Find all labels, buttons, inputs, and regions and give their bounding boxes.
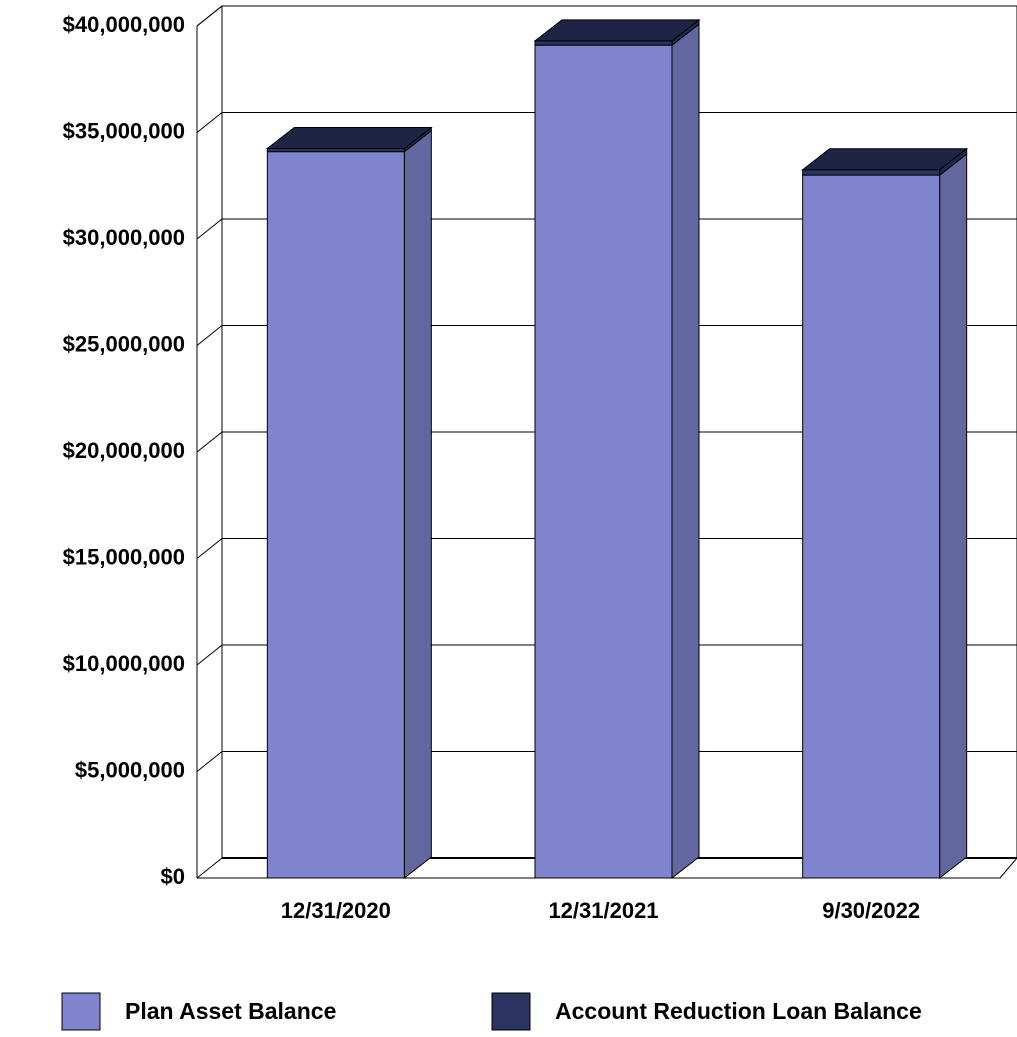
grid-line-side xyxy=(196,5,223,27)
bar xyxy=(534,44,673,879)
legend-swatch xyxy=(491,992,531,1031)
bar-side xyxy=(403,129,432,880)
floor xyxy=(197,857,1017,879)
bar-side xyxy=(671,23,700,880)
bar-side xyxy=(939,153,968,880)
legend-label: Plan Asset Balance xyxy=(125,998,336,1024)
y-tick-label: $25,000,000 xyxy=(63,331,185,356)
y-tick-label: $35,000,000 xyxy=(63,118,185,143)
grid-line-side xyxy=(196,325,223,346)
x-tick-label: 12/31/2021 xyxy=(548,898,658,923)
bar xyxy=(802,169,941,176)
y-tick-label: $30,000,000 xyxy=(63,225,185,250)
y-tick-label: $40,000,000 xyxy=(63,12,185,37)
legend-label: Account Reduction Loan Balance xyxy=(555,998,922,1024)
bar xyxy=(802,174,941,879)
bar-top xyxy=(533,19,701,42)
legend-swatch xyxy=(61,992,101,1031)
x-tick-label: 12/31/2020 xyxy=(281,898,391,923)
grid-line-side xyxy=(196,857,223,879)
bar xyxy=(534,40,673,46)
y-tick-label: $10,000,000 xyxy=(63,651,185,676)
y-tick-label: $20,000,000 xyxy=(63,438,185,463)
grid-line-side xyxy=(196,112,223,133)
grid-line-side xyxy=(196,538,223,559)
x-tick-label: 9/30/2022 xyxy=(822,898,920,923)
grid-line-side xyxy=(196,218,223,240)
y-tick-label: $15,000,000 xyxy=(63,544,185,569)
bar-top xyxy=(265,126,433,149)
bar xyxy=(266,151,405,879)
grid-line-side xyxy=(196,751,223,772)
grid-line-side xyxy=(196,431,223,453)
bar-top xyxy=(801,148,969,171)
y-tick-label: $5,000,000 xyxy=(75,757,185,782)
y-tick-label: $0 xyxy=(161,864,185,889)
grid-line-side xyxy=(196,644,223,666)
